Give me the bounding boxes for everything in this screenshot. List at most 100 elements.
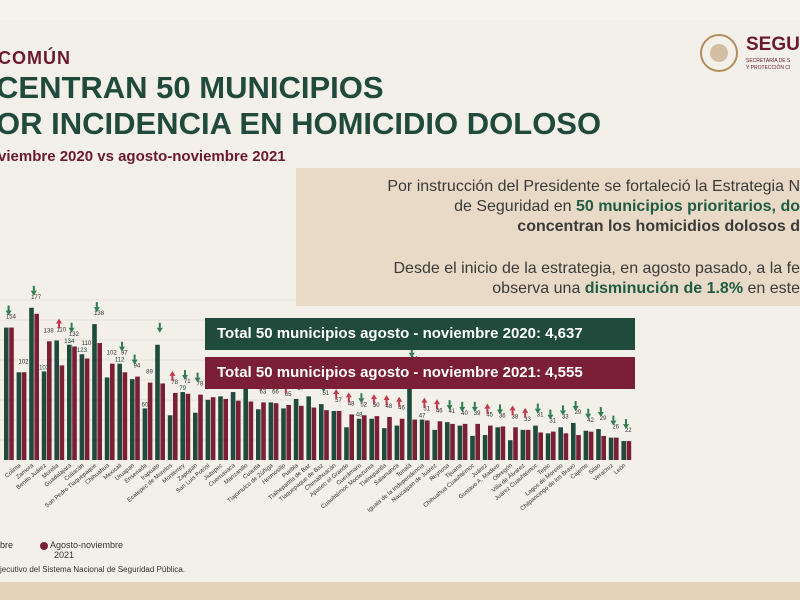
value-label-2021: 71 <box>184 379 191 385</box>
total-2020-badge: Total 50 municipios agosto - noviembre 2… <box>205 318 635 350</box>
value-label-2021: 31 <box>549 419 556 425</box>
bar-2020 <box>432 429 437 460</box>
value-label-2021: 57 <box>335 398 342 404</box>
page-subtitle: viembre 2020 vs agosto-noviembre 2021 <box>0 148 286 165</box>
arrow-up-icon <box>169 370 176 381</box>
value-label-2021: 31 <box>537 413 544 419</box>
bar-2020 <box>470 435 475 460</box>
bar-2020 <box>155 344 160 460</box>
arrow-down-icon <box>459 401 466 412</box>
bar-2021 <box>261 402 266 460</box>
bar-2021 <box>59 365 65 460</box>
bar-2020 <box>520 429 526 460</box>
bar-2020 <box>79 354 85 460</box>
value-label-2020: 134 <box>64 339 75 345</box>
arrow-down-icon <box>182 370 188 381</box>
value-label-2021: 36 <box>499 413 506 419</box>
arrow-up-icon <box>522 407 529 418</box>
info-line3: concentran los homicidios dolosos d <box>517 218 800 235</box>
bar-2021 <box>336 410 342 460</box>
bar-2020 <box>344 427 349 460</box>
legend-2021-swatch <box>40 541 48 550</box>
bar-2021 <box>601 435 606 460</box>
bar-2020 <box>281 408 286 460</box>
bar-2020 <box>571 423 576 460</box>
info-line5-text: observa una <box>492 280 585 297</box>
bar-2020 <box>407 369 412 460</box>
bar-2021 <box>399 418 405 460</box>
bar-2021 <box>34 313 39 460</box>
bar-2021 <box>185 393 191 460</box>
bar-2020 <box>4 327 9 460</box>
bar-2021 <box>500 426 506 460</box>
bar-2020 <box>16 372 22 460</box>
bar-2021 <box>160 383 165 460</box>
bar-2021 <box>135 376 140 460</box>
info-line5-tail: en este <box>743 280 800 297</box>
bar-2021 <box>299 405 304 460</box>
value-label-2021: 22 <box>625 428 632 434</box>
bar-2020 <box>369 418 374 460</box>
arrow-up-icon <box>56 318 62 329</box>
legend-2020-label: bre <box>0 540 14 550</box>
value-label-2021: 51 <box>423 407 430 413</box>
bar-2021 <box>21 372 27 460</box>
arrow-down-icon <box>547 409 554 420</box>
value-label-2021: 46 <box>436 408 443 414</box>
info-line2-highlight: 50 municipios prioritarios, do <box>575 198 800 215</box>
value-label-2021: 39 <box>474 411 481 417</box>
value-label-2021: 46 <box>398 406 405 412</box>
category-label: León <box>613 463 627 476</box>
bar-2021 <box>626 441 632 460</box>
bar-2021 <box>513 427 518 460</box>
arrow-down-icon <box>585 408 592 419</box>
arrow-down-icon <box>497 404 503 415</box>
arrow-up-icon <box>434 399 440 410</box>
value-label-2021: 78 <box>171 380 178 386</box>
logo-subtitle-line1: SECRETARÍA DE S <box>746 58 791 64</box>
value-label-2021: 138 <box>94 311 105 317</box>
bar-2021 <box>425 420 430 460</box>
value-label-2021: 52 <box>360 402 367 408</box>
total-2021-badge: Total 50 municipios agosto - noviembre 2… <box>205 357 635 389</box>
value-label-2021: 42 <box>587 418 594 424</box>
bar-2020 <box>457 425 463 460</box>
value-label-2021: 29 <box>600 416 607 422</box>
bar-2020 <box>142 408 148 460</box>
info-line2-text: de Seguridad en <box>454 198 576 215</box>
arrow-down-icon <box>597 407 604 418</box>
value-label-2020: 60 <box>142 402 149 408</box>
bar-2021 <box>374 416 380 460</box>
bar-2021 <box>147 382 153 460</box>
bar-2020 <box>596 429 601 460</box>
arrow-down-icon <box>194 372 201 383</box>
bar-2020 <box>419 419 425 460</box>
bar-2020 <box>445 422 450 460</box>
arrow-down-icon <box>560 405 566 416</box>
bar-2021 <box>437 421 443 460</box>
value-label-2020: 112 <box>115 358 125 364</box>
value-label-2021: 51 <box>323 391 330 397</box>
bar-2020 <box>218 396 223 460</box>
legend-2021-label-2: 2021 <box>54 550 75 560</box>
bar-2020 <box>533 425 538 460</box>
bar-2020 <box>583 430 589 460</box>
bar-2020 <box>92 324 97 460</box>
bar-2020 <box>331 410 337 460</box>
bar-2021 <box>475 423 480 460</box>
value-label-2021: 45 <box>486 413 493 419</box>
bar-2021 <box>198 394 203 460</box>
bar-2021 <box>173 392 178 460</box>
info-box: Por instrucción del Presidente se fortal… <box>296 168 800 306</box>
bar-2021 <box>311 407 317 460</box>
value-label-2021: 33 <box>524 417 531 423</box>
arrow-down-icon <box>623 419 629 430</box>
bar-2021 <box>324 410 329 460</box>
value-label-2021: 63 <box>260 389 267 395</box>
bar-2020 <box>319 404 324 460</box>
bar-2021 <box>588 431 594 460</box>
value-label-2021: 132 <box>69 332 80 338</box>
legend-2020: bre <box>0 540 13 550</box>
value-label-2021: 110 <box>82 341 92 347</box>
arrow-down-icon <box>610 415 617 426</box>
